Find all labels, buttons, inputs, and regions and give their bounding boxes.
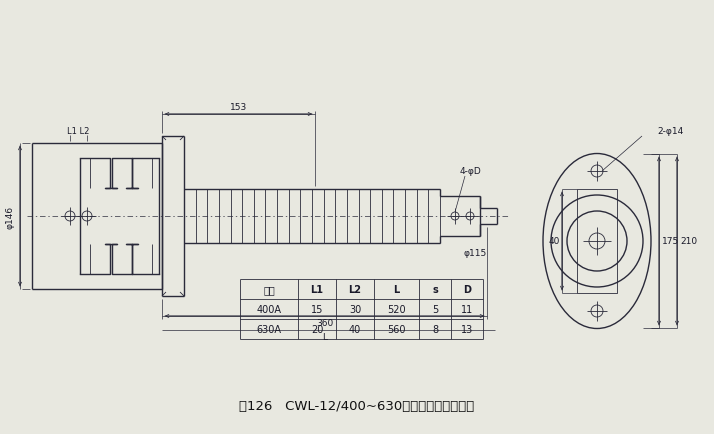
Text: 30: 30 [349,304,361,314]
Text: 210: 210 [680,237,698,246]
Text: L1 L2: L1 L2 [67,127,90,136]
Text: 560: 560 [387,324,406,334]
Bar [577,190,617,293]
Text: s: s [432,284,438,294]
Text: 5: 5 [432,304,438,314]
Text: L1: L1 [311,284,323,294]
Text: 40: 40 [548,237,560,246]
Text: 520: 520 [387,304,406,314]
Text: 11: 11 [461,304,473,314]
Text: 8: 8 [432,324,438,334]
Text: 175: 175 [663,237,680,246]
Text: 400A: 400A [256,304,281,314]
Text: L: L [393,284,400,294]
Text: 40: 40 [349,324,361,334]
Text: 20: 20 [311,324,323,334]
Text: L: L [322,333,327,342]
Text: D: D [463,284,471,294]
Text: 360: 360 [316,319,333,328]
Text: 4-φD: 4-φD [459,167,481,176]
Text: L2: L2 [348,284,361,294]
Text: φ115: φ115 [463,249,487,258]
Text: 2-φ14: 2-φ14 [657,127,683,136]
Text: 153: 153 [230,103,247,112]
Text: 630A: 630A [256,324,281,334]
Text: 13: 13 [461,324,473,334]
Text: 图126   CWL-12/400~630户外穿墙套管外形图: 图126 CWL-12/400~630户外穿墙套管外形图 [239,400,475,413]
Text: 15: 15 [311,304,323,314]
Text: 型號: 型號 [263,284,275,294]
Text: φ146: φ146 [6,205,14,228]
